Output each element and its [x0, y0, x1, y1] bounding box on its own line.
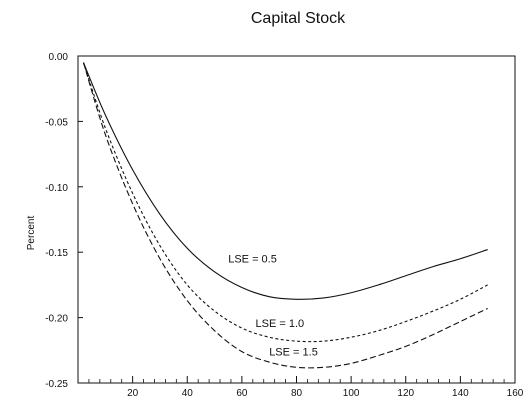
series-annotation: LSE = 0.5 — [228, 254, 277, 266]
series-line — [82, 62, 488, 300]
plot-frame — [77, 55, 516, 384]
x-axis: 20 40 60 80 100 120 140 160 — [88, 376, 524, 399]
annotations: LSE = 0.5 LSE = 1.0 LSE = 1.5 — [228, 254, 318, 359]
plot-area — [77, 55, 516, 384]
y-tick-label: -0.10 — [45, 183, 68, 194]
series-line — [82, 62, 488, 343]
y-tick-label: 0.00 — [49, 52, 69, 63]
x-tick-label: 80 — [291, 388, 303, 399]
x-tick-label: 60 — [236, 388, 248, 399]
series-annotation: LSE = 1.0 — [256, 318, 305, 330]
y-axis-label: Percent — [26, 216, 37, 251]
x-tick-label: 100 — [343, 388, 360, 399]
x-tick-label: 140 — [452, 388, 469, 399]
y-tick-label: -0.05 — [45, 117, 68, 128]
y-axis: 0.00 -0.05 -0.10 -0.15 -0.20 -0.25 — [45, 52, 83, 390]
y-tick-label: -0.15 — [45, 248, 68, 259]
series-lines — [82, 62, 488, 369]
y-tick-label: -0.25 — [45, 379, 68, 390]
series-annotation: LSE = 1.5 — [269, 347, 318, 359]
x-tick-label: 160 — [507, 388, 524, 399]
chart-title: Capital Stock — [251, 10, 346, 27]
x-tick-label: 40 — [182, 388, 194, 399]
x-tick-label: 20 — [127, 388, 139, 399]
x-tick-label: 120 — [397, 388, 414, 399]
y-tick-label: -0.20 — [45, 314, 68, 325]
